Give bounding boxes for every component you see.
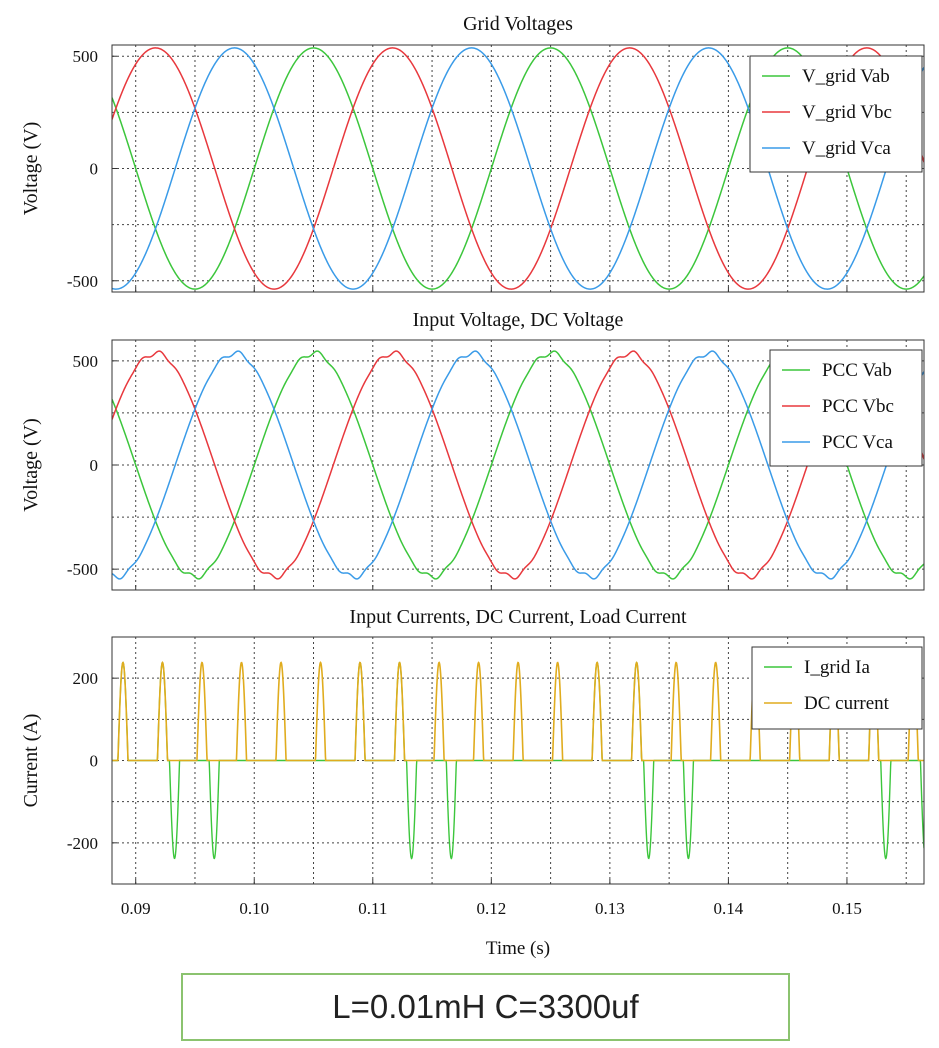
caption-text: L=0.01mH C=3300uf: [332, 988, 639, 1025]
x-tick-label: 0.15: [832, 899, 862, 918]
y-tick-label: -500: [67, 560, 98, 579]
series-line-pcc-vbc: [112, 350, 924, 580]
legend: V_grid Vab V_grid Vbc V_grid Vca: [749, 55, 923, 173]
plot-frame: [111, 44, 925, 293]
series-line-pcc-vca: [112, 350, 924, 580]
legend: PCC Vab PCC Vbc PCC Vca: [769, 349, 923, 467]
chart-panel-input-voltage: Input Voltage, DC Voltage Voltage (V) 500 0…: [20, 309, 925, 591]
plot-frame: [111, 339, 925, 591]
x-axis-label: Time (s): [486, 938, 550, 959]
y-tick-label: 0: [90, 752, 99, 771]
series-line-v-grid-vab: [112, 47, 924, 290]
x-tick-label: 0.11: [358, 899, 387, 918]
series-line-v-grid-vbc: [112, 47, 924, 290]
x-tick-label: 0.13: [595, 899, 625, 918]
x-tick-label: 0.14: [714, 899, 744, 918]
plot-frame: [111, 636, 925, 885]
y-axis-label: Current (A): [20, 714, 42, 808]
y-tick-label: 0: [90, 160, 99, 179]
chart-panel-grid-voltages: Grid Voltages Voltage (V) 500 0 -500 V_grid V…: [20, 13, 925, 293]
legend-label-v-grid-vca: V_grid Vca: [802, 138, 891, 159]
chart-panel-currents: Input Currents, DC Current, Load Current…: [20, 606, 925, 959]
legend-label-dc-current: DC current: [804, 693, 890, 714]
y-tick-label: 500: [73, 352, 99, 371]
legend-label-v-grid-vbc: V_grid Vbc: [802, 102, 892, 123]
x-tick-label: 0.10: [239, 899, 269, 918]
caption-box: L=0.01mH C=3300uf: [181, 973, 790, 1041]
legend-label-v-grid-vab: V_grid Vab: [802, 66, 890, 87]
x-tick-label: 0.09: [121, 899, 151, 918]
series-line-dc-current: [112, 661, 924, 762]
chart-title: Grid Voltages: [463, 13, 573, 35]
legend-label-pcc-vab: PCC Vab: [822, 360, 892, 381]
series-line-v-grid-vca: [112, 47, 924, 290]
chart-title: Input Currents, DC Current, Load Current: [349, 606, 687, 628]
legend-label-pcc-vbc: PCC Vbc: [822, 396, 894, 417]
y-tick-label: 500: [73, 47, 99, 66]
y-axis-label: Voltage (V): [20, 122, 42, 216]
legend: I_grid Ia DC current: [751, 646, 923, 730]
legend-label-i-grid-ia: I_grid Ia: [804, 657, 871, 678]
y-axis-label: Voltage (V): [20, 418, 42, 512]
y-tick-label: 0: [90, 456, 99, 475]
y-tick-label: -500: [67, 272, 98, 291]
x-tick-label: 0.12: [476, 899, 506, 918]
legend-label-pcc-vca: PCC Vca: [822, 432, 893, 453]
legend-box: [751, 646, 923, 730]
chart-title: Input Voltage, DC Voltage: [413, 309, 624, 331]
y-tick-label: 200: [73, 669, 99, 688]
y-tick-label: -200: [67, 834, 98, 853]
